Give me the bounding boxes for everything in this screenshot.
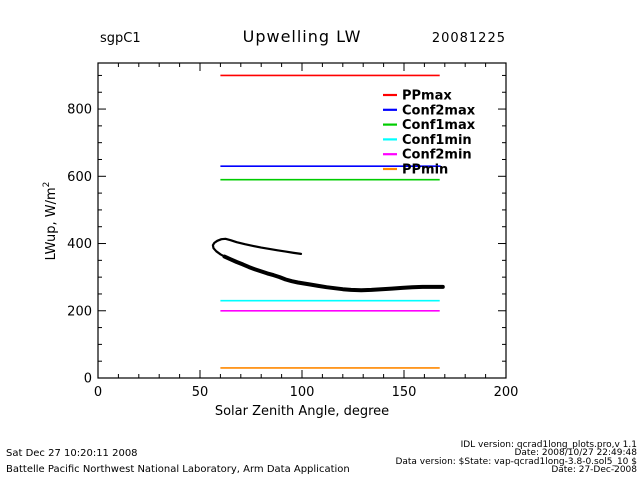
data-series	[211, 237, 445, 293]
y-tick-label: 0	[84, 372, 92, 387]
axis-ticks	[97, 63, 507, 379]
legend-label-conf1max: Conf1max	[402, 118, 476, 133]
idl-date-line: Date: 2008/10/27 22:49:48	[514, 448, 637, 459]
legend-label-conf2max: Conf2max	[402, 103, 476, 118]
data-version-line: Data version: $State: vap-qcrad1long-3.8…	[395, 456, 637, 467]
y-tick-label: 200	[67, 304, 92, 319]
tick-labels: 0 50 100 150 200 0 200 400 600 800	[67, 103, 518, 400]
idl-version-line: IDL version: qcrad1long_plots.pro,v 1.1	[460, 440, 637, 450]
x-tick-label: 50	[192, 385, 209, 400]
y-tick-label: 800	[67, 103, 92, 118]
legend-label-conf2min: Conf2min	[402, 148, 472, 163]
lwup-data-trace	[222, 254, 445, 293]
x-axis-label: Solar Zenith Angle, degree	[215, 404, 389, 419]
legend-label-ppmin: PPmin	[402, 163, 448, 178]
data-date-line: Date: 27-Dec-2008	[551, 464, 637, 475]
legend: PPmaxConf2maxConf1maxConf1minConf2minPPm…	[383, 89, 476, 178]
plot-creation-timestamp: Sat Dec 27 10:20:11 2008	[6, 448, 138, 459]
legend-label-ppmax: PPmax	[402, 89, 452, 104]
legend-label-conf1min: Conf1min	[402, 133, 472, 148]
x-tick-label: 100	[290, 385, 315, 400]
y-tick-label: 400	[67, 237, 92, 252]
y-axis-label: LWup, W/m2	[42, 182, 59, 261]
site-label: sgpC1	[100, 31, 141, 46]
organization-label: Battelle Pacific Northwest National Labo…	[6, 464, 350, 475]
x-tick-label: 200	[494, 385, 519, 400]
version-info-block: IDL version: qcrad1long_plots.pro,v 1.1 …	[395, 440, 637, 475]
lwup-data-trace	[211, 237, 303, 258]
y-tick-label: 600	[67, 170, 92, 185]
date-label: 20081225	[431, 31, 506, 46]
plot-title: Upwelling LW	[242, 27, 362, 46]
x-tick-label: 150	[392, 385, 417, 400]
x-tick-label: 0	[94, 385, 102, 400]
qc-limit-lines	[220, 74, 441, 369]
